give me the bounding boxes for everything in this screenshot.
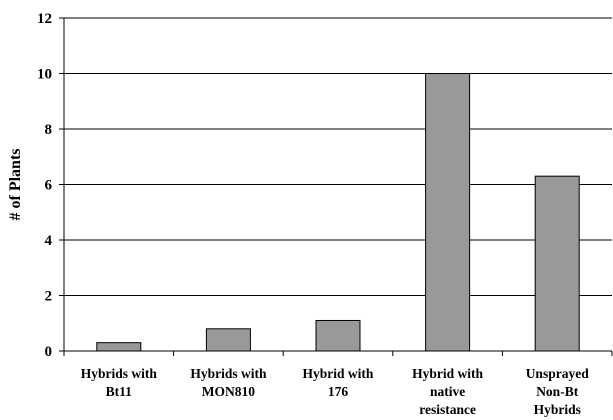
x-category-label: Hybrid with: [412, 366, 483, 381]
bar: [205, 328, 251, 352]
x-axis-ticks: Hybrids with Bt11 Hybrids with MON810 Hybrid…: [63, 351, 613, 417]
y-tick-label: 0: [45, 344, 53, 360]
x-category-label: Non-Bt: [536, 384, 579, 399]
y-tick-label: 8: [45, 122, 53, 138]
x-category-label: resistance: [419, 402, 476, 417]
bar: [315, 319, 361, 352]
bars: [96, 73, 580, 352]
x-category-label: 176: [328, 384, 349, 399]
y-tick-label: 6: [45, 178, 53, 194]
x-category-label: Bt11: [106, 384, 133, 399]
bar: [96, 342, 142, 352]
x-category-label: MON810: [202, 384, 255, 399]
x-category-label: Unsprayed: [526, 366, 590, 381]
x-category-label: Hybrids: [534, 402, 581, 417]
gridlines: [64, 17, 612, 296]
bar: [425, 73, 471, 352]
y-tick-label: 10: [37, 67, 52, 83]
y-tick-label: 4: [45, 233, 53, 249]
y-tick-label: 12: [37, 11, 52, 27]
bar: [534, 175, 580, 352]
y-tick-label: 2: [45, 289, 53, 305]
y-axis-label: # of Plants: [7, 149, 24, 221]
x-category-label: Hybrid with: [303, 366, 374, 381]
y-axis-ticks: 0 2 4 6 8 10 12: [37, 11, 64, 360]
x-category-label: Hybrids with: [81, 366, 158, 381]
x-category-label: Hybrids with: [190, 366, 267, 381]
x-category-label: native: [430, 384, 465, 399]
